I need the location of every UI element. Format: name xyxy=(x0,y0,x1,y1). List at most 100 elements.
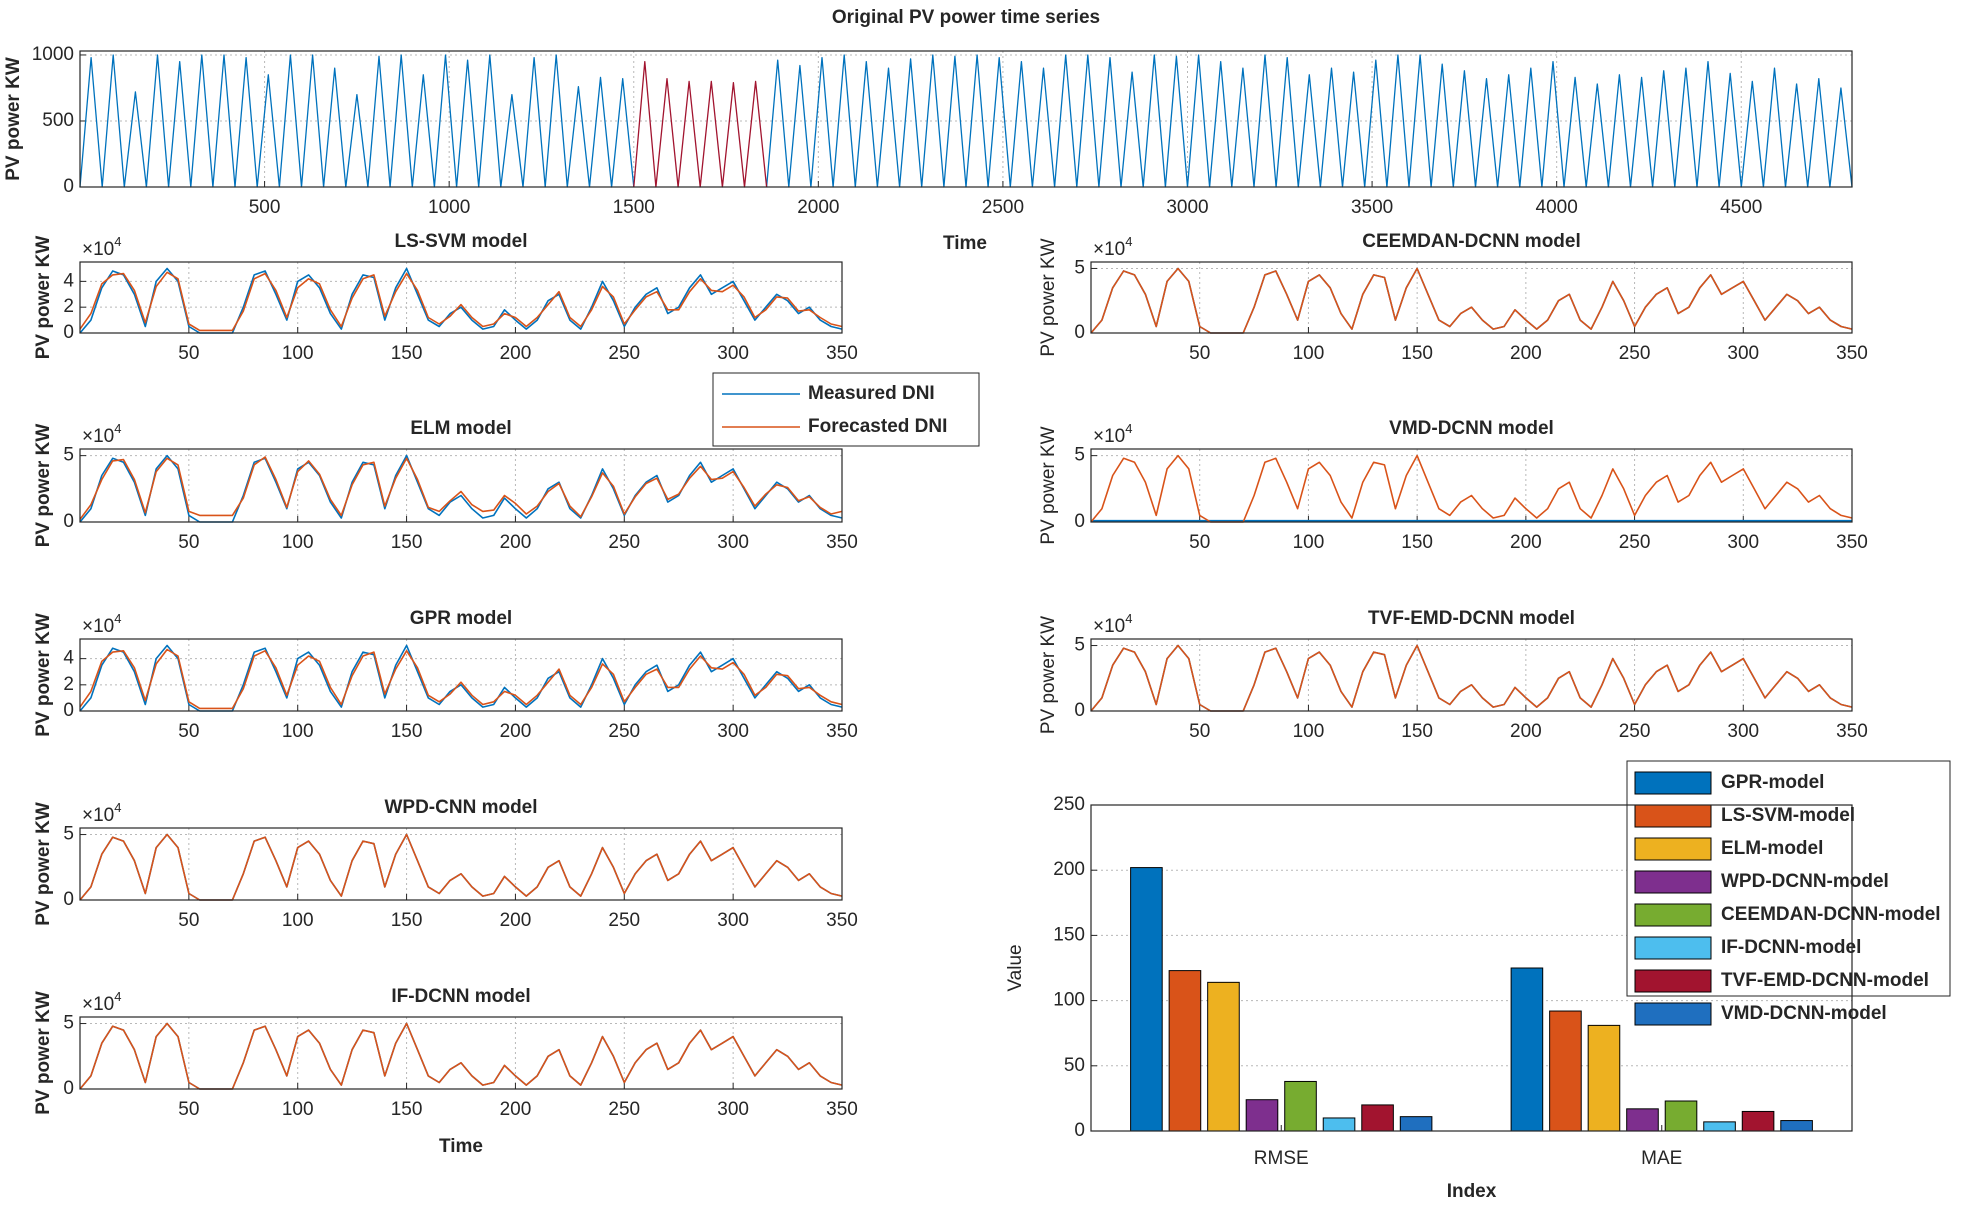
legend-swatch xyxy=(1634,870,1712,894)
x-tick-label: 150 xyxy=(391,532,423,553)
bar xyxy=(1322,1117,1356,1132)
legend-label: VMD-DCNN-model xyxy=(1721,1003,1887,1024)
line-series xyxy=(79,456,843,520)
axes-frame xyxy=(1090,804,1853,1132)
x-tick-label: 350 xyxy=(1836,343,1868,364)
y-tick-label: 100 xyxy=(1053,990,1085,1011)
y-tick-label: 5 xyxy=(63,824,74,845)
chart-title: Original PV power time series xyxy=(832,7,1100,28)
x-tick-label: 50 xyxy=(178,910,199,931)
bar xyxy=(1245,1099,1279,1132)
y-multiplier: ×104 xyxy=(1093,234,1132,260)
plot-area xyxy=(1091,639,1852,711)
x-tick-label: 250 xyxy=(1619,343,1651,364)
x-tick-label: 250 xyxy=(1619,532,1651,553)
y-multiplier-base: ×10 xyxy=(82,994,114,1015)
legend-label: WPD-DCNN-model xyxy=(1721,871,1889,892)
chart-title: TVF-EMD-DCNN model xyxy=(1368,608,1575,629)
y-axis-label: PV power KW xyxy=(1038,616,1059,734)
legend-label: Forecasted DNI xyxy=(808,416,947,437)
x-tick-label: 350 xyxy=(1836,532,1868,553)
x-tick-label: 4500 xyxy=(1720,197,1762,218)
plot-area xyxy=(80,639,842,711)
x-tick-label: 200 xyxy=(1510,721,1542,742)
chart-title: ELM model xyxy=(410,418,511,439)
legend-box xyxy=(712,372,980,447)
y-multiplier-exponent: 4 xyxy=(1125,234,1132,249)
y-axis-label: PV power KW xyxy=(3,57,24,181)
y-tick-label: 5 xyxy=(63,1013,74,1034)
y-tick-label: 4 xyxy=(63,648,74,669)
y-multiplier-exponent: 4 xyxy=(1125,421,1132,436)
y-tick-label: 5 xyxy=(1074,635,1085,656)
x-tick-label: 150 xyxy=(391,1099,423,1120)
x-tick-label: 200 xyxy=(500,910,532,931)
x-tick-label: 50 xyxy=(1189,532,1210,553)
bar xyxy=(1361,1104,1394,1132)
x-tick-label: 300 xyxy=(1727,532,1759,553)
y-multiplier-base: ×10 xyxy=(1093,616,1125,637)
y-tick-label: 5 xyxy=(1074,445,1085,466)
bar xyxy=(1780,1120,1813,1132)
legend-swatch xyxy=(1634,771,1712,795)
line-series xyxy=(79,54,1853,188)
y-multiplier-exponent: 4 xyxy=(114,234,121,249)
legend-label: ELM-model xyxy=(1721,838,1823,859)
x-tick-label: 100 xyxy=(282,910,314,931)
x-tick-label: 300 xyxy=(717,532,749,553)
x-tick-label: 2500 xyxy=(982,197,1024,218)
chart-title: GPR model xyxy=(410,608,512,629)
bar xyxy=(1207,981,1240,1132)
plot-area xyxy=(80,828,842,900)
x-tick-label: 50 xyxy=(178,343,199,364)
x-axis-label: Time xyxy=(943,233,987,254)
x-tick-label: 150 xyxy=(1401,721,1433,742)
y-multiplier-base: ×10 xyxy=(82,616,114,637)
y-tick-label: 2 xyxy=(63,296,74,317)
x-tick-label: 250 xyxy=(608,343,640,364)
y-tick-label: 0 xyxy=(1074,322,1085,343)
x-tick-label: MAE xyxy=(1641,1148,1682,1169)
plot-area xyxy=(80,449,842,522)
x-tick-label: 350 xyxy=(826,343,858,364)
x-axis-label: Time xyxy=(439,1136,483,1157)
x-tick-label: 200 xyxy=(500,532,532,553)
chart-title: VMD-DCNN model xyxy=(1389,418,1554,439)
y-axis-label: PV power KW xyxy=(33,236,54,360)
x-tick-label: 350 xyxy=(826,910,858,931)
x-tick-label: 50 xyxy=(1189,343,1210,364)
y-axis-label: PV power KW xyxy=(33,424,54,548)
y-axis-label: PV power KW xyxy=(33,802,54,926)
axes-frame xyxy=(1090,448,1853,523)
bar xyxy=(1703,1121,1736,1132)
axes-frame xyxy=(79,1016,843,1090)
x-tick-label: 100 xyxy=(1293,532,1325,553)
bar xyxy=(1130,867,1163,1132)
y-axis-label: Value xyxy=(1005,944,1026,991)
axes-frame xyxy=(79,638,843,712)
x-tick-label: 350 xyxy=(826,721,858,742)
x-tick-label: 100 xyxy=(282,343,314,364)
y-tick-label: 0 xyxy=(1074,511,1085,532)
line-series xyxy=(79,648,843,710)
y-tick-label: 0 xyxy=(63,700,74,721)
y-multiplier: ×104 xyxy=(82,234,121,260)
y-axis-label: PV power KW xyxy=(1038,238,1059,356)
x-tick-label: 150 xyxy=(391,910,423,931)
x-tick-label: 300 xyxy=(717,1099,749,1120)
x-tick-label: 2000 xyxy=(797,197,839,218)
y-multiplier: ×104 xyxy=(82,611,121,637)
x-tick-label: 350 xyxy=(826,1099,858,1120)
y-tick-label: 250 xyxy=(1053,794,1085,815)
legend-swatch xyxy=(1634,936,1712,960)
legend-label: LS-SVM-model xyxy=(1721,805,1855,826)
legend-swatch xyxy=(1634,804,1712,828)
x-tick-label: 150 xyxy=(391,721,423,742)
y-tick-label: 0 xyxy=(63,1078,74,1099)
y-multiplier-base: ×10 xyxy=(1093,239,1125,260)
y-tick-label: 4 xyxy=(63,270,74,291)
chart-title: IF-DCNN model xyxy=(391,986,530,1007)
y-tick-label: 0 xyxy=(1074,1120,1085,1141)
chart-title: CEEMDAN-DCNN model xyxy=(1362,231,1581,252)
y-multiplier-exponent: 4 xyxy=(114,989,121,1004)
